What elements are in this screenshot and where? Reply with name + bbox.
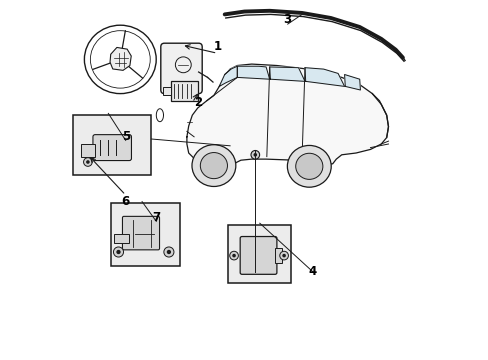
Circle shape [163, 247, 174, 257]
Text: 5: 5 [122, 130, 129, 143]
Circle shape [166, 250, 171, 254]
Circle shape [282, 254, 285, 257]
FancyBboxPatch shape [122, 216, 159, 250]
Ellipse shape [287, 145, 330, 187]
Polygon shape [186, 64, 387, 166]
FancyBboxPatch shape [161, 43, 202, 94]
Circle shape [250, 150, 259, 159]
Text: 3: 3 [283, 13, 291, 26]
FancyBboxPatch shape [93, 135, 131, 161]
Polygon shape [269, 67, 305, 81]
FancyBboxPatch shape [240, 237, 276, 274]
Text: 1: 1 [213, 40, 221, 53]
Text: 6: 6 [122, 195, 129, 208]
Bar [170, 81, 197, 101]
Polygon shape [305, 68, 344, 86]
Ellipse shape [295, 153, 322, 179]
Circle shape [86, 160, 89, 164]
Polygon shape [344, 75, 360, 90]
Ellipse shape [200, 153, 227, 179]
Bar [163, 87, 171, 95]
Text: 4: 4 [308, 265, 316, 278]
Bar [73, 115, 151, 175]
Polygon shape [110, 48, 131, 70]
Polygon shape [237, 66, 269, 79]
Bar [81, 144, 95, 157]
Ellipse shape [192, 145, 235, 186]
Bar [275, 248, 281, 263]
Circle shape [232, 254, 235, 257]
Polygon shape [219, 66, 237, 86]
Bar [228, 225, 291, 283]
Circle shape [116, 250, 121, 254]
Bar [114, 234, 128, 243]
Bar [111, 203, 179, 266]
Circle shape [113, 247, 123, 257]
Text: 7: 7 [152, 211, 160, 224]
Text: 2: 2 [193, 96, 202, 109]
Circle shape [229, 251, 238, 260]
Circle shape [279, 251, 288, 260]
Circle shape [253, 153, 257, 157]
Circle shape [83, 158, 92, 166]
